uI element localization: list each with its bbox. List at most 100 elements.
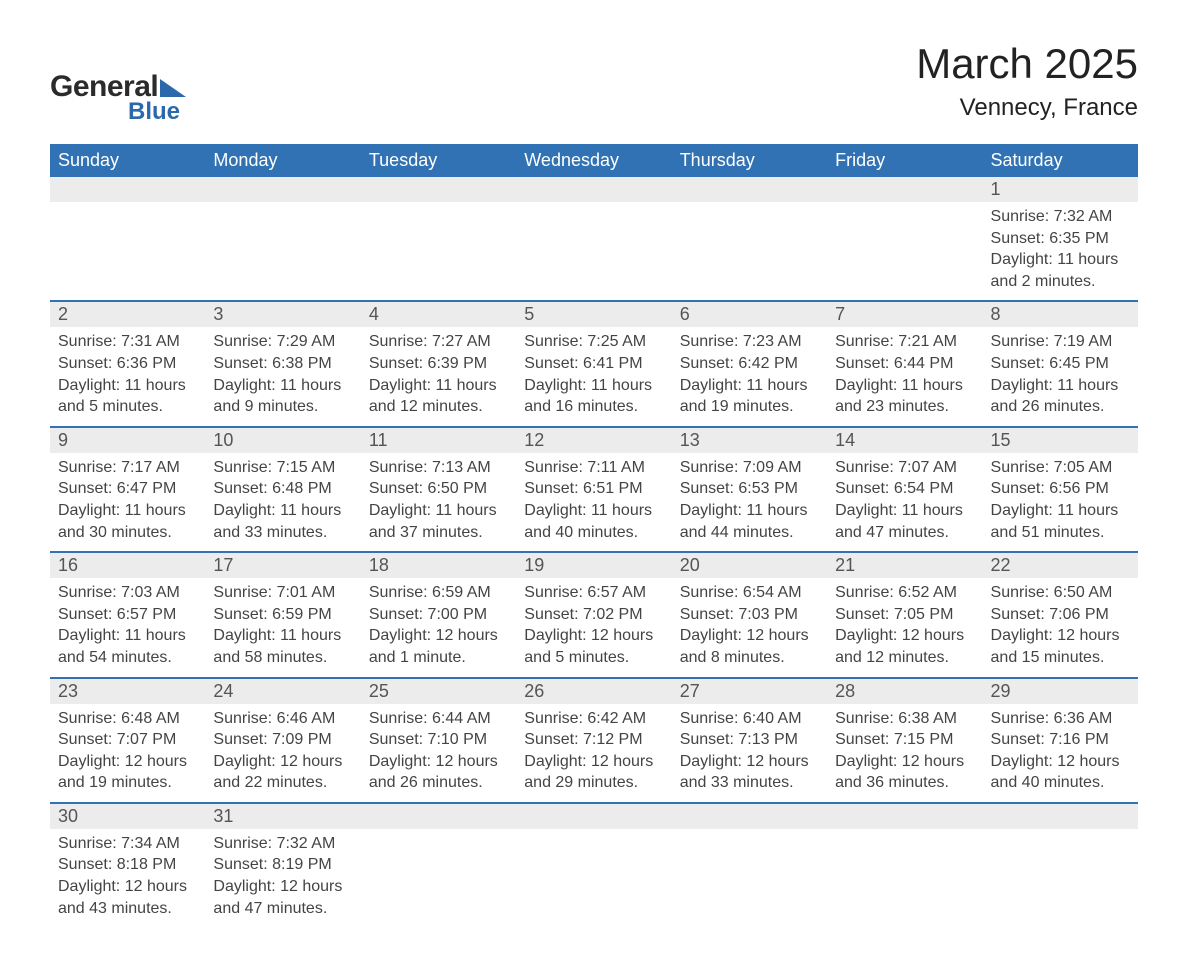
day-number-cell: 30 bbox=[50, 803, 205, 829]
day-number-cell: 12 bbox=[516, 427, 671, 453]
sunrise-line: Sunrise: 7:13 AM bbox=[369, 457, 508, 479]
daylight-line: Daylight: 11 hours and 30 minutes. bbox=[58, 500, 197, 543]
daylight-line: Daylight: 11 hours and 40 minutes. bbox=[524, 500, 663, 543]
sunrise-line: Sunrise: 7:21 AM bbox=[835, 331, 974, 353]
daylight-line: Daylight: 12 hours and 26 minutes. bbox=[369, 751, 508, 794]
day-info-row: Sunrise: 7:03 AMSunset: 6:57 PMDaylight:… bbox=[50, 578, 1138, 677]
day-info-cell: Sunrise: 7:32 AMSunset: 6:35 PMDaylight:… bbox=[983, 202, 1138, 301]
sunrise-line: Sunrise: 7:34 AM bbox=[58, 833, 197, 855]
day-number-cell: 24 bbox=[205, 678, 360, 704]
day-number-cell: 9 bbox=[50, 427, 205, 453]
day-number-cell bbox=[361, 177, 516, 202]
sunrise-line: Sunrise: 6:59 AM bbox=[369, 582, 508, 604]
day-info-cell: Sunrise: 7:05 AMSunset: 6:56 PMDaylight:… bbox=[983, 453, 1138, 552]
day-number-cell: 4 bbox=[361, 301, 516, 327]
sunset-line: Sunset: 7:06 PM bbox=[991, 604, 1130, 626]
day-number-cell: 31 bbox=[205, 803, 360, 829]
sunset-line: Sunset: 7:13 PM bbox=[680, 729, 819, 751]
day-info-cell bbox=[672, 829, 827, 927]
daylight-line: Daylight: 12 hours and 22 minutes. bbox=[213, 751, 352, 794]
day-info-cell bbox=[361, 202, 516, 301]
daylight-line: Daylight: 11 hours and 12 minutes. bbox=[369, 375, 508, 418]
sunset-line: Sunset: 7:12 PM bbox=[524, 729, 663, 751]
daylight-line: Daylight: 11 hours and 58 minutes. bbox=[213, 625, 352, 668]
sunset-line: Sunset: 6:45 PM bbox=[991, 353, 1130, 375]
daylight-line: Daylight: 11 hours and 47 minutes. bbox=[835, 500, 974, 543]
daylight-line: Daylight: 12 hours and 47 minutes. bbox=[213, 876, 352, 919]
day-info-cell bbox=[205, 202, 360, 301]
sunrise-line: Sunrise: 7:17 AM bbox=[58, 457, 197, 479]
day-info-cell bbox=[516, 202, 671, 301]
sunset-line: Sunset: 7:03 PM bbox=[680, 604, 819, 626]
day-number-cell: 26 bbox=[516, 678, 671, 704]
day-number-cell: 7 bbox=[827, 301, 982, 327]
day-info-cell: Sunrise: 7:09 AMSunset: 6:53 PMDaylight:… bbox=[672, 453, 827, 552]
day-number-cell bbox=[983, 803, 1138, 829]
day-info-row: Sunrise: 7:17 AMSunset: 6:47 PMDaylight:… bbox=[50, 453, 1138, 552]
day-info-cell: Sunrise: 7:15 AMSunset: 6:48 PMDaylight:… bbox=[205, 453, 360, 552]
day-info-cell: Sunrise: 6:38 AMSunset: 7:15 PMDaylight:… bbox=[827, 704, 982, 803]
daylight-line: Daylight: 11 hours and 16 minutes. bbox=[524, 375, 663, 418]
day-info-cell: Sunrise: 7:34 AMSunset: 8:18 PMDaylight:… bbox=[50, 829, 205, 927]
day-info-cell: Sunrise: 7:25 AMSunset: 6:41 PMDaylight:… bbox=[516, 327, 671, 426]
weekday-header: Tuesday bbox=[361, 144, 516, 177]
day-number-row: 3031 bbox=[50, 803, 1138, 829]
day-info-cell: Sunrise: 7:31 AMSunset: 6:36 PMDaylight:… bbox=[50, 327, 205, 426]
sunset-line: Sunset: 8:19 PM bbox=[213, 854, 352, 876]
logo: General Blue bbox=[50, 40, 186, 126]
daylight-line: Daylight: 11 hours and 23 minutes. bbox=[835, 375, 974, 418]
day-info-cell bbox=[50, 202, 205, 301]
day-info-cell: Sunrise: 6:54 AMSunset: 7:03 PMDaylight:… bbox=[672, 578, 827, 677]
day-number-cell: 13 bbox=[672, 427, 827, 453]
day-number-cell: 17 bbox=[205, 552, 360, 578]
sunset-line: Sunset: 6:35 PM bbox=[991, 228, 1130, 250]
day-number-cell bbox=[516, 177, 671, 202]
day-number-cell bbox=[672, 177, 827, 202]
day-info-row: Sunrise: 6:48 AMSunset: 7:07 PMDaylight:… bbox=[50, 704, 1138, 803]
day-info-cell: Sunrise: 7:32 AMSunset: 8:19 PMDaylight:… bbox=[205, 829, 360, 927]
daylight-line: Daylight: 11 hours and 54 minutes. bbox=[58, 625, 197, 668]
day-number-cell: 14 bbox=[827, 427, 982, 453]
day-number-cell: 22 bbox=[983, 552, 1138, 578]
weekday-header: Thursday bbox=[672, 144, 827, 177]
day-number-row: 9101112131415 bbox=[50, 427, 1138, 453]
day-info-cell: Sunrise: 7:01 AMSunset: 6:59 PMDaylight:… bbox=[205, 578, 360, 677]
logo-triangle-icon bbox=[160, 77, 186, 97]
daylight-line: Daylight: 12 hours and 15 minutes. bbox=[991, 625, 1130, 668]
day-info-cell: Sunrise: 7:13 AMSunset: 6:50 PMDaylight:… bbox=[361, 453, 516, 552]
sunrise-line: Sunrise: 6:44 AM bbox=[369, 708, 508, 730]
sunrise-line: Sunrise: 7:19 AM bbox=[991, 331, 1130, 353]
day-info-cell: Sunrise: 7:11 AMSunset: 6:51 PMDaylight:… bbox=[516, 453, 671, 552]
sunrise-line: Sunrise: 7:25 AM bbox=[524, 331, 663, 353]
daylight-line: Daylight: 11 hours and 26 minutes. bbox=[991, 375, 1130, 418]
day-info-cell: Sunrise: 6:57 AMSunset: 7:02 PMDaylight:… bbox=[516, 578, 671, 677]
sunrise-line: Sunrise: 6:52 AM bbox=[835, 582, 974, 604]
sunrise-line: Sunrise: 6:57 AM bbox=[524, 582, 663, 604]
day-number-cell: 18 bbox=[361, 552, 516, 578]
month-title: March 2025 bbox=[916, 40, 1138, 88]
day-number-cell: 23 bbox=[50, 678, 205, 704]
calendar-body: 1Sunrise: 7:32 AMSunset: 6:35 PMDaylight… bbox=[50, 177, 1138, 927]
day-number-cell: 5 bbox=[516, 301, 671, 327]
sunset-line: Sunset: 7:00 PM bbox=[369, 604, 508, 626]
day-info-cell: Sunrise: 7:23 AMSunset: 6:42 PMDaylight:… bbox=[672, 327, 827, 426]
sunrise-line: Sunrise: 7:05 AM bbox=[991, 457, 1130, 479]
sunset-line: Sunset: 6:42 PM bbox=[680, 353, 819, 375]
day-number-cell: 10 bbox=[205, 427, 360, 453]
daylight-line: Daylight: 12 hours and 1 minute. bbox=[369, 625, 508, 668]
day-number-cell bbox=[516, 803, 671, 829]
weekday-header: Monday bbox=[205, 144, 360, 177]
sunrise-line: Sunrise: 7:23 AM bbox=[680, 331, 819, 353]
sunrise-line: Sunrise: 7:32 AM bbox=[991, 206, 1130, 228]
day-number-cell: 8 bbox=[983, 301, 1138, 327]
weekday-header: Wednesday bbox=[516, 144, 671, 177]
sunset-line: Sunset: 8:18 PM bbox=[58, 854, 197, 876]
day-info-cell: Sunrise: 6:59 AMSunset: 7:00 PMDaylight:… bbox=[361, 578, 516, 677]
sunrise-line: Sunrise: 7:11 AM bbox=[524, 457, 663, 479]
day-info-cell bbox=[827, 829, 982, 927]
day-number-cell bbox=[205, 177, 360, 202]
day-info-cell: Sunrise: 6:52 AMSunset: 7:05 PMDaylight:… bbox=[827, 578, 982, 677]
sunset-line: Sunset: 7:15 PM bbox=[835, 729, 974, 751]
sunrise-line: Sunrise: 6:36 AM bbox=[991, 708, 1130, 730]
daylight-line: Daylight: 11 hours and 37 minutes. bbox=[369, 500, 508, 543]
